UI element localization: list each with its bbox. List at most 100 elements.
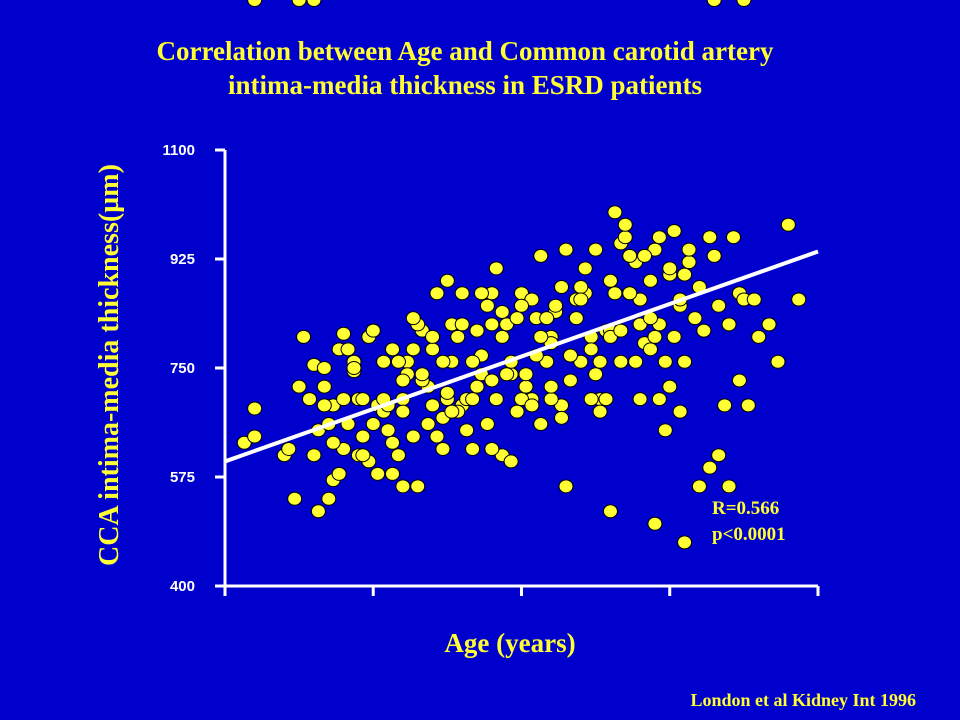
data-point (405, 429, 421, 444)
data-point (420, 417, 436, 432)
data-point (558, 479, 574, 494)
data-point (554, 410, 570, 425)
data-point (518, 379, 534, 394)
data-point (672, 404, 688, 419)
data-point (662, 379, 678, 394)
data-point (425, 329, 441, 344)
data-point (647, 516, 663, 531)
data-point (405, 311, 421, 326)
data-point (592, 354, 608, 369)
data-point (628, 354, 644, 369)
data-point (681, 255, 697, 270)
data-point (622, 248, 638, 263)
data-point (376, 354, 392, 369)
data-point (554, 280, 570, 295)
data-point (459, 423, 475, 438)
data-point (296, 329, 312, 344)
data-point (651, 230, 667, 245)
data-point (450, 329, 466, 344)
data-point (316, 398, 332, 413)
data-point (702, 230, 718, 245)
data-point (355, 429, 371, 444)
data-point (740, 398, 756, 413)
data-point (291, 379, 307, 394)
data-point (602, 273, 618, 288)
data-point (617, 217, 633, 232)
data-point (573, 280, 589, 295)
data-point (583, 342, 599, 357)
data-point (469, 379, 485, 394)
data-point (281, 441, 297, 456)
data-point (291, 0, 307, 7)
data-point (306, 0, 322, 7)
data-point (721, 479, 737, 494)
data-point (721, 317, 737, 332)
data-point (666, 329, 682, 344)
regression-line (224, 249, 819, 464)
y-tick-label: 1100 (162, 142, 195, 159)
data-point (435, 441, 451, 456)
data-point (514, 298, 529, 313)
data-point (321, 491, 337, 506)
data-point (548, 298, 564, 313)
data-point (429, 286, 445, 301)
data-point (770, 354, 786, 369)
data-point (395, 373, 411, 388)
data-point (617, 230, 633, 245)
data-point (562, 348, 578, 363)
data-point (479, 417, 495, 432)
data-point (632, 392, 648, 407)
x-axis-label: Age (years) (444, 628, 576, 658)
data-point (736, 0, 752, 7)
data-point (414, 367, 430, 382)
data-point (518, 367, 534, 382)
data-point (454, 286, 470, 301)
data-point (247, 401, 263, 416)
data-point (717, 398, 733, 413)
data-point (316, 379, 332, 394)
data-point (439, 385, 455, 400)
data-point (562, 373, 578, 388)
data-point (395, 404, 411, 419)
p-value: p<0.0001 (712, 524, 786, 545)
data-point (588, 242, 604, 257)
data-point (365, 323, 381, 338)
data-point (592, 404, 608, 419)
chart-title-line-2: intima-media thickness in ESRD patients (227, 70, 703, 100)
data-point (702, 460, 718, 475)
data-point (390, 448, 406, 463)
data-point (385, 342, 401, 357)
data-point (524, 398, 540, 413)
data-point (622, 286, 638, 301)
data-point (503, 454, 519, 469)
data-point (791, 292, 807, 307)
data-point (469, 323, 485, 338)
data-point (642, 273, 658, 288)
data-point (598, 392, 614, 407)
data-point (302, 392, 318, 407)
data-point (444, 404, 460, 419)
data-point (365, 417, 381, 432)
data-point (484, 317, 500, 332)
data-point (306, 448, 322, 463)
data-point (607, 286, 623, 301)
data-point (499, 367, 515, 382)
data-point (677, 535, 693, 550)
data-point (588, 367, 604, 382)
data-point (390, 354, 406, 369)
y-tick-label: 750 (170, 360, 195, 377)
data-point (346, 361, 362, 375)
data-point (746, 292, 762, 307)
data-point (425, 398, 441, 413)
data-point (488, 392, 504, 407)
data-point (651, 392, 667, 407)
source-citation: London et al Kidney Int 1996 (690, 690, 916, 710)
data-point (691, 479, 707, 494)
data-point (439, 273, 455, 288)
correlation-stats: R=0.566 p<0.0001 (712, 496, 786, 548)
data-point (484, 441, 500, 456)
data-point (509, 311, 525, 326)
data-point (429, 429, 445, 444)
data-point (666, 223, 682, 238)
